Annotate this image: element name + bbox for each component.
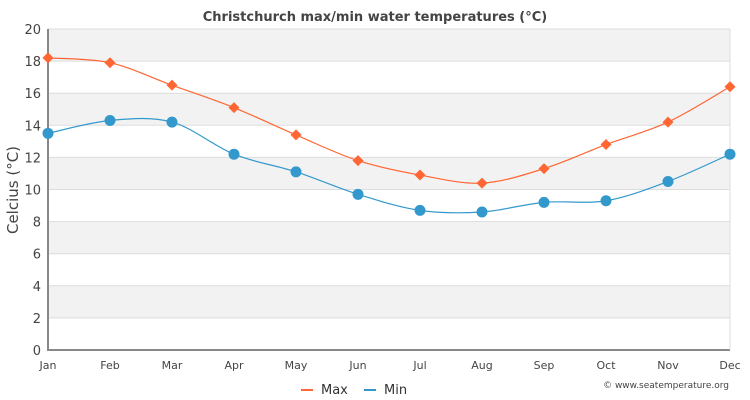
y-tick-label: 20 bbox=[24, 23, 41, 38]
data-point-max bbox=[476, 177, 488, 189]
y-tick-label: 16 bbox=[24, 87, 41, 102]
y-axis-ticks: 0 2 4 6 8 10 12 14 16 18 20 bbox=[24, 23, 41, 359]
data-point-min bbox=[42, 127, 54, 139]
y-tick-label: 8 bbox=[33, 216, 41, 231]
x-tick-label: Mar bbox=[162, 359, 183, 372]
series-group bbox=[42, 52, 736, 218]
plot-band bbox=[48, 253, 730, 286]
x-tick-label: Apr bbox=[224, 359, 244, 372]
x-tick-label: Oct bbox=[596, 359, 616, 372]
data-point-min bbox=[600, 195, 612, 207]
data-point-max bbox=[662, 116, 674, 128]
legend-item-max[interactable]: Max bbox=[301, 383, 348, 398]
x-tick-label: Nov bbox=[657, 359, 679, 372]
data-point-min bbox=[662, 175, 674, 187]
y-tick-label: 18 bbox=[24, 55, 41, 70]
data-point-min bbox=[104, 114, 116, 126]
x-tick-label: Feb bbox=[100, 359, 119, 372]
data-point-max bbox=[290, 129, 302, 141]
data-point-max bbox=[538, 163, 550, 175]
legend-label-max: Max bbox=[321, 383, 348, 398]
plot-band bbox=[48, 317, 730, 350]
data-point-max bbox=[42, 52, 54, 64]
plot-band bbox=[48, 221, 730, 254]
y-tick-label: 14 bbox=[24, 119, 41, 134]
plot-bands bbox=[48, 29, 730, 350]
data-point-max bbox=[166, 79, 178, 91]
x-tick-label: Jan bbox=[39, 359, 57, 372]
data-point-max bbox=[724, 81, 736, 93]
y-tick-label: 6 bbox=[33, 248, 41, 263]
x-tick-label: Aug bbox=[471, 359, 492, 372]
data-point-min bbox=[724, 148, 736, 160]
series-max bbox=[42, 52, 736, 189]
y-axis-label: Celcius (°C) bbox=[4, 146, 22, 234]
y-tick-label: 2 bbox=[33, 312, 41, 327]
legend-label-min: Min bbox=[384, 383, 407, 398]
data-point-max bbox=[352, 155, 364, 167]
y-tick-label: 12 bbox=[24, 151, 41, 166]
data-point-max bbox=[414, 169, 426, 181]
data-point-min bbox=[228, 148, 240, 160]
series-min bbox=[42, 114, 736, 218]
chart-title: Christchurch max/min water temperatures … bbox=[203, 10, 547, 25]
plot-band bbox=[48, 125, 730, 158]
x-tick-label: Jul bbox=[412, 359, 426, 372]
plot-band bbox=[48, 93, 730, 126]
x-tick-label: Jun bbox=[348, 359, 366, 372]
plot-band bbox=[48, 29, 730, 62]
data-point-max bbox=[600, 139, 612, 151]
x-axis-ticks: Jan Feb Mar Apr May Jun Jul Aug Sep Oct Nov Dec bbox=[39, 359, 741, 372]
plot-band bbox=[48, 157, 730, 190]
plot-band bbox=[48, 285, 730, 318]
data-point-min bbox=[290, 166, 302, 178]
data-point-min bbox=[414, 204, 426, 216]
data-point-max bbox=[104, 57, 116, 69]
data-point-min bbox=[538, 196, 550, 208]
credit-text[interactable]: © www.seatemperature.org bbox=[603, 381, 729, 391]
x-tick-label: Sep bbox=[534, 359, 555, 372]
legend: Max Min bbox=[301, 383, 407, 398]
y-tick-label: 4 bbox=[33, 280, 41, 295]
plot-band bbox=[48, 189, 730, 222]
x-tick-label: Dec bbox=[719, 359, 740, 372]
data-point-max bbox=[228, 102, 240, 114]
data-point-min bbox=[166, 116, 178, 128]
y-tick-label: 0 bbox=[33, 344, 41, 359]
data-point-min bbox=[352, 188, 364, 200]
plot-band bbox=[48, 61, 730, 94]
y-tick-label: 10 bbox=[24, 184, 41, 199]
legend-item-min[interactable]: Min bbox=[364, 383, 407, 398]
data-point-min bbox=[476, 206, 488, 218]
x-tick-label: May bbox=[285, 359, 308, 372]
